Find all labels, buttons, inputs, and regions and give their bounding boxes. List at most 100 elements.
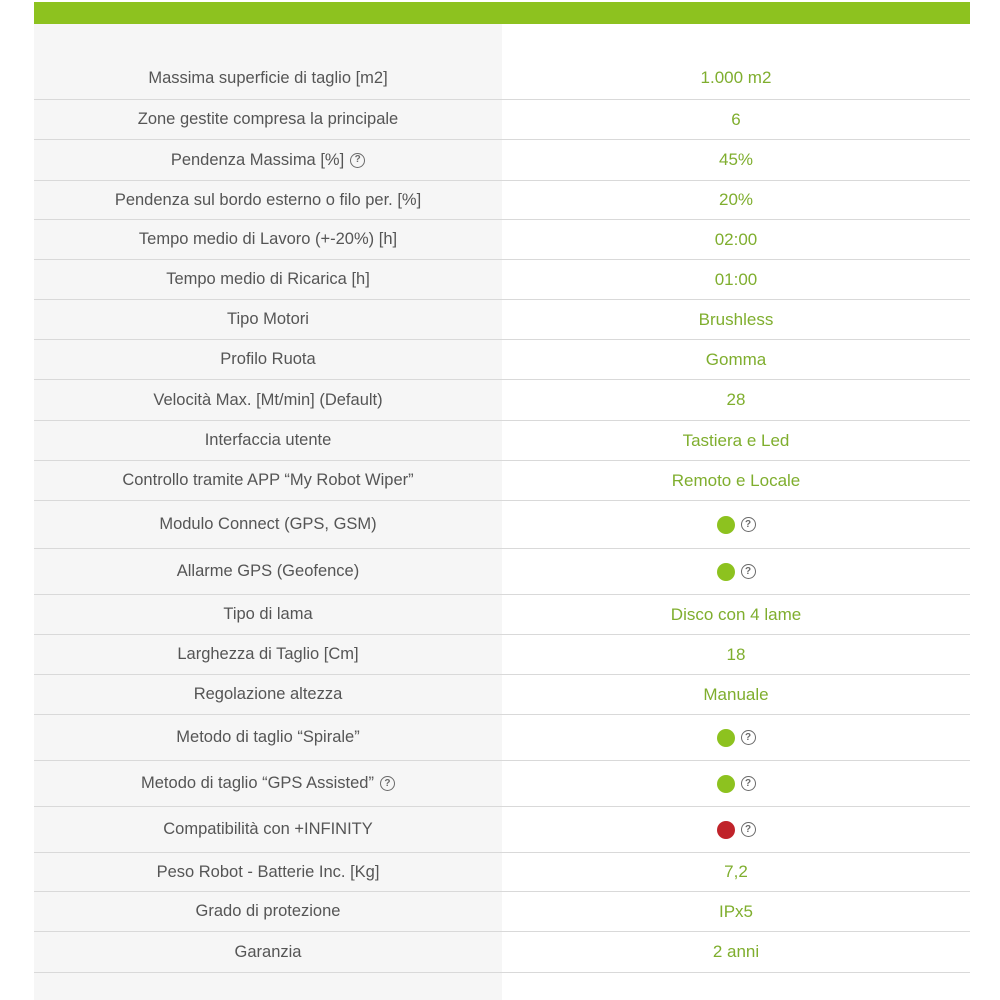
spec-value: 6	[731, 109, 741, 129]
label-column-background	[34, 24, 502, 1000]
spec-row: Interfaccia utente Tastiera e Led	[34, 421, 970, 461]
spec-value: Manuale	[703, 684, 769, 704]
spec-label-cell: Modulo Connect (GPS, GSM)	[34, 515, 502, 534]
spec-value: 20%	[718, 190, 754, 209]
spec-value: 45%	[718, 150, 754, 169]
spec-label: Interfaccia utente	[204, 431, 332, 449]
spec-label-cell: Tipo Motori	[34, 310, 502, 329]
help-circle-icon[interactable]: ?	[740, 730, 756, 745]
spec-value-cell: ?	[502, 728, 970, 747]
spec-label-cell: Grado di protezione	[34, 902, 502, 921]
spec-value-cell: ?	[502, 562, 970, 581]
spec-value-cell: ?	[502, 515, 970, 534]
spec-label-cell: Larghezza di Taglio [Cm]	[34, 645, 502, 664]
available-dot-icon	[716, 774, 735, 793]
spec-value-cell: ?	[502, 774, 970, 793]
help-circle-icon[interactable]: ?	[740, 822, 756, 837]
spec-label-cell: Zone gestite compresa la principale	[34, 110, 502, 129]
spec-value: 1.000 m2	[700, 68, 772, 87]
spec-row: Peso Robot - Batterie Inc. [Kg] 7,2	[34, 853, 970, 892]
header-accent-bar	[34, 2, 970, 24]
spec-row: Metodo di taglio “GPS Assisted”??	[34, 761, 970, 807]
spec-value-cell: Disco con 4 lame	[502, 605, 970, 625]
spec-label-cell: Metodo di taglio “Spirale”	[34, 728, 502, 747]
spec-row: Regolazione altezza Manuale	[34, 675, 970, 715]
available-dot-icon	[716, 728, 735, 747]
spec-label: Tipo Motori	[227, 310, 309, 328]
spec-label-cell: Velocità Max. [Mt/min] (Default)	[34, 391, 502, 410]
spec-value: IPx5	[718, 901, 754, 921]
spec-row: Allarme GPS (Geofence)?	[34, 549, 970, 595]
spec-value-cell: 01:00	[502, 270, 970, 290]
spec-value-cell: Brushless	[502, 310, 970, 330]
spec-value: Remoto e Locale	[671, 470, 801, 490]
spec-label-cell: Massima superficie di taglio [m2]	[34, 69, 502, 88]
spec-value-cell: 45%	[502, 150, 970, 170]
spec-value-cell: Tastiera e Led	[502, 431, 970, 451]
spec-label: Tempo medio di Lavoro (+-20%) [h]	[138, 230, 398, 248]
spec-label: Pendenza sul bordo esterno o filo per. […	[114, 190, 422, 209]
spec-label-cell: Controllo tramite APP “My Robot Wiper”	[34, 471, 502, 490]
spec-label-cell: Tipo di lama	[34, 605, 502, 624]
spec-value-cell: Remoto e Locale	[502, 471, 970, 491]
help-circle-icon[interactable]: ?	[379, 776, 395, 791]
spec-label: Massima superficie di taglio [m2]	[148, 68, 388, 87]
help-circle-icon[interactable]: ?	[740, 517, 756, 532]
spec-value: 02:00	[714, 229, 758, 249]
available-dot-icon	[716, 562, 735, 581]
spec-label-cell: Garanzia	[34, 943, 502, 962]
unavailable-dot-icon	[716, 820, 735, 839]
spec-value-cell: Manuale	[502, 685, 970, 705]
spec-value-cell: 1.000 m2	[502, 68, 970, 88]
spec-value: 2 anni	[712, 942, 760, 961]
spec-value-cell: 6	[502, 110, 970, 130]
spec-label-cell: Pendenza Massima [%]?	[34, 151, 502, 170]
spec-value: Brushless	[698, 309, 774, 329]
spec-value-cell: ?	[502, 820, 970, 839]
spec-value: 7,2	[724, 862, 748, 881]
spec-row: Tipo di lama Disco con 4 lame	[34, 595, 970, 635]
spec-row: Massima superficie di taglio [m2] 1.000 m…	[34, 57, 970, 100]
spec-value: 28	[726, 390, 746, 409]
help-circle-icon[interactable]: ?	[350, 152, 366, 168]
spec-label: Tipo di lama	[223, 605, 313, 623]
help-circle-icon[interactable]: ?	[740, 564, 756, 579]
spec-label-cell: Allarme GPS (Geofence)	[34, 562, 502, 581]
spec-label: Profilo Ruota	[220, 350, 316, 368]
spec-label: Garanzia	[234, 942, 302, 961]
spec-row: Modulo Connect (GPS, GSM)?	[34, 501, 970, 549]
spec-row: Grado di protezione IPx5	[34, 892, 970, 932]
spec-label-cell: Peso Robot - Batterie Inc. [Kg]	[34, 863, 502, 882]
spec-label-cell: Tempo medio di Lavoro (+-20%) [h]	[34, 230, 502, 249]
spec-row: Tipo Motori Brushless	[34, 300, 970, 340]
spec-row: Tempo medio di Ricarica [h] 01:00	[34, 260, 970, 300]
spec-row: Zone gestite compresa la principale 6	[34, 100, 970, 140]
spec-value-cell: 7,2	[502, 862, 970, 882]
spec-row: Garanzia 2 anni	[34, 932, 970, 973]
spec-label: Metodo di taglio “GPS Assisted”	[141, 774, 374, 792]
spec-row: Controllo tramite APP “My Robot Wiper” Re…	[34, 461, 970, 501]
spec-row: Pendenza sul bordo esterno o filo per. […	[34, 181, 970, 220]
spec-label-cell: Regolazione altezza	[34, 685, 502, 704]
spec-row: Larghezza di Taglio [Cm] 18	[34, 635, 970, 675]
spec-row: Compatibilità con +INFINITY?	[34, 807, 970, 853]
spec-label: Compatibilità con +INFINITY	[163, 820, 373, 838]
specs-table: Massima superficie di taglio [m2] 1.000 m…	[34, 57, 970, 973]
spec-label: Larghezza di Taglio [Cm]	[177, 645, 359, 663]
spec-row: Velocità Max. [Mt/min] (Default) 28	[34, 380, 970, 421]
spec-value-cell: 28	[502, 390, 970, 410]
spec-value-cell: IPx5	[502, 902, 970, 922]
spec-row: Profilo Ruota Gomma	[34, 340, 970, 380]
spec-label: Modulo Connect (GPS, GSM)	[159, 515, 377, 533]
spec-value: Gomma	[705, 349, 767, 369]
spec-row: Pendenza Massima [%]? 45%	[34, 140, 970, 181]
spec-value-cell: 2 anni	[502, 942, 970, 962]
spec-value: 18	[726, 644, 746, 664]
spec-label-cell: Metodo di taglio “GPS Assisted”?	[34, 774, 502, 793]
spec-value: Tastiera e Led	[682, 430, 790, 450]
available-dot-icon	[716, 515, 735, 534]
spec-label-cell: Profilo Ruota	[34, 350, 502, 369]
spec-value: Disco con 4 lame	[670, 604, 802, 624]
help-circle-icon[interactable]: ?	[740, 776, 756, 791]
spec-value-cell: 02:00	[502, 230, 970, 250]
